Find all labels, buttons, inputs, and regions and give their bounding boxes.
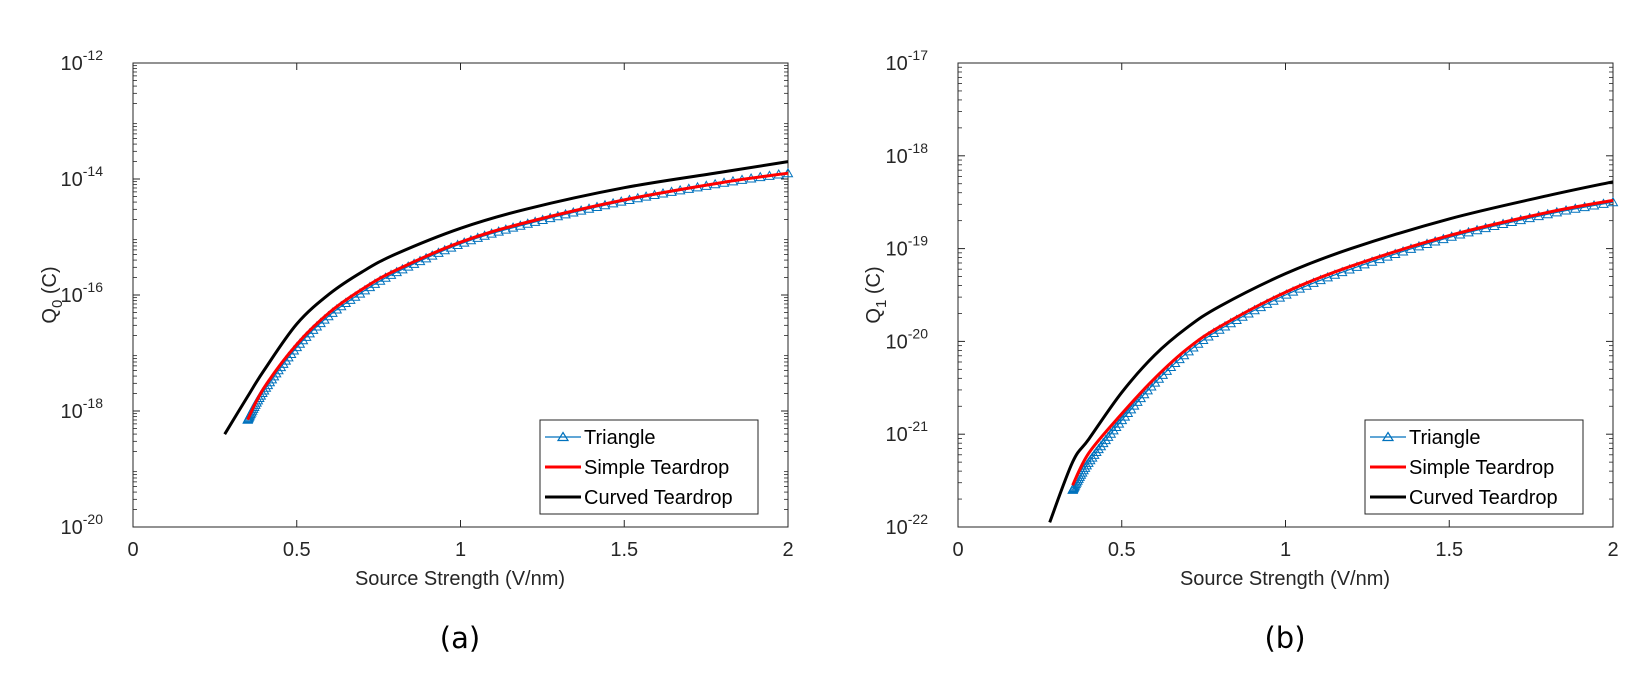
legend-label-simple-teardrop: Simple Teardrop [1409, 457, 1554, 479]
y-tick-label: 10-20 [886, 325, 929, 353]
data-point-triangle [1110, 421, 1122, 432]
y-axis-label-b: Q1 (C) [863, 266, 890, 323]
x-tick-labels-a: 0 0.5 1 1.5 2 [127, 539, 793, 561]
y-tick-label-base: 10 [886, 146, 908, 168]
y-tick-label-base: 10 [886, 424, 908, 446]
legend-label-simple-teardrop: Simple Teardrop [584, 457, 729, 479]
tick-marks-a [132, 62, 789, 528]
legend-label-curved-teardrop: Curved Teardrop [1409, 487, 1558, 509]
series-line-simple-teardrop [1071, 198, 1614, 486]
legend-label-curved-teardrop: Curved Teardrop [584, 487, 733, 509]
legend-marker-triangle [1381, 431, 1395, 442]
y-tick-label-exponent: -12 [83, 47, 103, 63]
y-tick-label-base: 10 [61, 169, 83, 191]
legend-b: Triangle Simple Teardrop Curved Teardrop [1364, 419, 1584, 515]
x-tick-label: 2 [1607, 539, 1618, 561]
x-tick-label: 0.5 [283, 539, 311, 561]
x-tick-label: 0 [952, 539, 963, 561]
y-tick-label: 10-22 [886, 511, 929, 539]
x-tick-label: 1.5 [1435, 539, 1463, 561]
y-tick-label-base: 10 [886, 331, 908, 353]
x-axis-label-b: Source Strength (V/nm) [1180, 568, 1390, 590]
data-point-triangle [1093, 443, 1104, 454]
y-tick-label-exponent: -19 [908, 233, 928, 249]
data-point-triangle [1105, 428, 1117, 438]
y-tick-label-base: 10 [61, 285, 83, 307]
series-line-triangle [1072, 201, 1614, 491]
x-tick-label: 0 [127, 539, 138, 561]
y-axis-label-base: Q [39, 308, 61, 324]
y-tick-label-exponent: -17 [908, 47, 928, 63]
data-point-triangle [1100, 434, 1112, 445]
y-tick-label: 10-18 [61, 395, 104, 423]
y-tick-label: 10-19 [886, 233, 929, 261]
y-tick-label-base: 10 [886, 53, 908, 75]
series-line-curved-teardrop [1048, 180, 1614, 523]
y-tick-label-exponent: -16 [83, 279, 103, 295]
caption-a: (a) [440, 621, 480, 655]
y-tick-label: 10-16 [61, 279, 104, 307]
x-axis-label-a: Source Strength (V/nm) [355, 568, 565, 590]
y-tick-label: 10-18 [886, 140, 929, 168]
y-tick-label: 10-14 [61, 163, 104, 191]
y-tick-label-exponent: -14 [83, 163, 103, 179]
y-tick-label-base: 10 [61, 401, 83, 423]
y-tick-label-exponent: -18 [908, 140, 928, 156]
y-tick-label-exponent: -22 [908, 511, 928, 527]
data-point-triangle [1097, 437, 1109, 448]
y-axis-label-unit: (C) [863, 266, 885, 299]
y-tick-label-base: 10 [886, 239, 908, 261]
y-tick-label-exponent: -18 [83, 395, 103, 411]
y-axis-label-subscript: 0 [49, 300, 66, 308]
chart-panel-b: 0 0.5 1 1.5 2 10-2210-2110-2010-1910-1810-17… [863, 47, 1619, 655]
data-point-triangle [1095, 440, 1107, 451]
y-tick-label-exponent: -21 [908, 418, 928, 434]
y-axis-label-base: Q [863, 308, 885, 324]
caption-b: (b) [1264, 621, 1305, 655]
series-line-curved-teardrop [223, 160, 789, 435]
y-tick-label-base: 10 [61, 53, 83, 75]
y-tick-label: 10-12 [61, 47, 104, 75]
series-group-a [223, 160, 794, 435]
legend-label-triangle: Triangle [1409, 427, 1481, 449]
x-tick-label: 2 [782, 539, 793, 561]
data-point-triangle [1113, 418, 1125, 428]
y-tick-label: 10-21 [886, 418, 929, 446]
x-tick-label: 1 [455, 539, 466, 561]
tick-marks-b [957, 62, 1614, 528]
y-tick-label-base: 10 [61, 517, 83, 539]
data-point-triangle [1091, 446, 1102, 457]
data-point-triangle [1102, 431, 1114, 441]
y-tick-label: 10-20 [61, 511, 104, 539]
legend-a: Triangle Simple Teardrop Curved Teardrop [539, 419, 759, 515]
y-axis-label-unit: (C) [39, 266, 61, 299]
y-axis-label-a: Q0 (C) [39, 266, 66, 323]
y-axis-label-subscript: 1 [873, 300, 890, 308]
y-tick-label: 10-17 [886, 47, 929, 75]
legend-marker-triangle [556, 431, 570, 442]
y-tick-label-exponent: -20 [908, 325, 928, 341]
series-line-simple-teardrop [246, 171, 789, 421]
y-tick-label-base: 10 [886, 517, 908, 539]
legend-label-triangle: Triangle [584, 427, 656, 449]
x-tick-label: 0.5 [1108, 539, 1136, 561]
x-tick-labels-b: 0 0.5 1 1.5 2 [952, 539, 1618, 561]
data-point-triangle [1108, 424, 1119, 435]
y-tick-label-exponent: -20 [83, 511, 103, 527]
series-group-b [1048, 180, 1619, 523]
x-tick-label: 1.5 [610, 539, 638, 561]
x-tick-label: 1 [1280, 539, 1291, 561]
